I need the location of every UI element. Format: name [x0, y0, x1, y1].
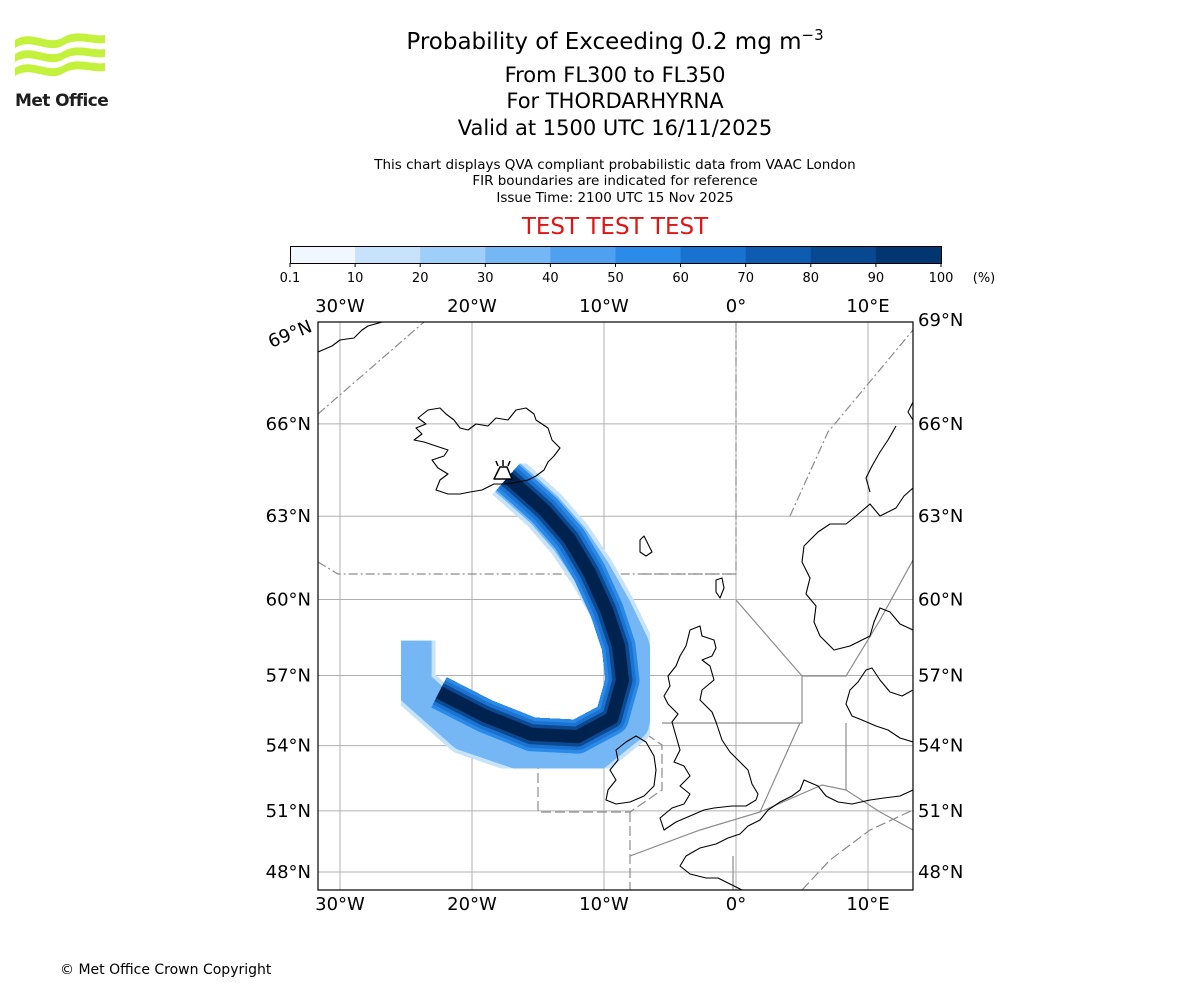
logo-wave-2	[15, 47, 105, 63]
coastline-ireland	[605, 735, 657, 805]
title-flight-levels: From FL300 to FL350	[504, 63, 726, 87]
lat-label-right: 57°N	[918, 665, 963, 686]
colorbar-cell	[745, 246, 812, 263]
colorbar-tick-labels: 0.1 10 20 30 40 50 60 70 80 90 100	[280, 263, 954, 286]
chart-title-text: Probability of Exceeding 0.2 mg m	[406, 29, 802, 55]
fir-boundaries	[318, 322, 913, 890]
coastline-britain	[659, 625, 759, 831]
lat-label-right: 48°N	[918, 862, 963, 883]
map-axis-labels: 30°W 30°W 20°W 20°W 10°W 10°W 0° 0° 10°E 10°E 69°N…	[266, 296, 964, 915]
colorbar-tick-label: 60	[672, 271, 689, 286]
ash-probability-band	[436, 472, 629, 744]
lon-label-top: 0°	[726, 296, 746, 317]
colorbar: 0.1 10 20 30 40 50 60 70 80 90 100 (%)	[280, 246, 996, 286]
subtitle-issue-time: Issue Time: 2100 UTC 15 Nov 2025	[496, 190, 734, 206]
coastline-iceland	[413, 407, 561, 495]
coastline-norway	[801, 487, 913, 651]
lat-label-right: 54°N	[918, 736, 963, 757]
lat-label-left: 60°N	[266, 589, 311, 610]
colorbar-unit-label: (%)	[973, 271, 996, 286]
lat-label-right: 63°N	[918, 506, 963, 527]
fir-boundary-benelux	[759, 723, 847, 813]
lon-label-bottom: 30°W	[315, 894, 365, 915]
fir-boundary-channel	[629, 722, 801, 857]
fir-boundary-east	[801, 809, 913, 890]
copyright-notice: © Met Office Crown Copyright	[60, 962, 272, 978]
logo-wave-3	[15, 61, 105, 77]
lon-label-top: 10°E	[846, 296, 889, 317]
colorbar-cell	[355, 246, 421, 263]
colorbar-cell	[810, 246, 877, 263]
colorbar-cell	[550, 246, 616, 263]
colorbar-tick-label: 20	[412, 271, 429, 286]
chart-title-superscript: −3	[801, 26, 824, 44]
lon-label-bottom: 10°E	[846, 894, 889, 915]
fir-boundary-scottish	[662, 599, 803, 724]
lon-label-bottom: 20°W	[447, 894, 497, 915]
lat-label-right: 51°N	[918, 801, 963, 822]
subtitle-fir-note: FIR boundaries are indicated for referen…	[472, 173, 758, 189]
lat-label-left: 63°N	[266, 506, 311, 527]
volcano-icon-cone	[493, 466, 513, 480]
fir-boundary-germany	[845, 789, 913, 831]
fir-boundary-greenland	[318, 322, 425, 415]
corner-lat-label: 69°N	[265, 316, 315, 352]
lat-label-left: 51°N	[266, 801, 311, 822]
lon-label-top: 30°W	[315, 296, 365, 317]
colorbar-tick-label: 30	[477, 271, 494, 286]
ash-plume	[389, 460, 662, 778]
lat-label-left: 48°N	[266, 862, 311, 883]
coastline-europe	[679, 779, 913, 890]
coastline-norway-north	[865, 401, 913, 493]
lat-label-left: 66°N	[266, 414, 311, 435]
fir-boundary-north-sea	[802, 559, 913, 677]
chart-title: Probability of Exceeding 0.2 mg m−3	[406, 26, 823, 55]
lon-label-bottom: 0°	[726, 894, 746, 915]
colorbar-cells	[290, 246, 942, 263]
colorbar-cell	[290, 246, 356, 263]
coastline-faroe-islands	[639, 535, 653, 557]
colorbar-cell	[485, 246, 551, 263]
lon-label-top: 10°W	[579, 296, 629, 317]
lon-label-top: 20°W	[447, 296, 497, 317]
title-valid-time: Valid at 1500 UTC 16/11/2025	[457, 116, 773, 140]
lat-label-right: 66°N	[918, 414, 963, 435]
colorbar-tick-label: 50	[607, 271, 624, 286]
gridlines	[318, 322, 913, 890]
lat-label-right: 69°N	[918, 310, 963, 331]
colorbar-cell	[875, 246, 942, 263]
colorbar-cell	[420, 246, 486, 263]
title-volcano: For THORDARHYRNA	[506, 89, 724, 113]
coastline-denmark-sweden	[845, 667, 913, 743]
met-office-logo-text: Met Office	[15, 91, 109, 111]
volcano-icon	[493, 460, 513, 480]
fir-boundary-iceland-south	[318, 322, 737, 575]
colorbar-cell	[680, 246, 747, 263]
lat-label-right: 60°N	[918, 589, 963, 610]
met-office-waves-logo	[15, 33, 105, 77]
fir-boundary-norway	[789, 329, 913, 517]
colorbar-tick-label: 90	[868, 271, 885, 286]
coastline-greenland	[318, 322, 383, 353]
colorbar-tick-label: 70	[737, 271, 754, 286]
lat-label-left: 54°N	[266, 736, 311, 757]
volcano-icon-smoke	[495, 460, 511, 467]
colorbar-tick-label: 80	[803, 271, 820, 286]
colorbar-tick-label: 100	[929, 271, 954, 286]
logo-wave-1	[15, 33, 105, 49]
test-banner: TEST TEST TEST	[521, 214, 709, 240]
colorbar-cell	[615, 246, 682, 263]
subtitle-description: This chart displays QVA compliant probab…	[374, 157, 856, 173]
lat-label-left: 57°N	[266, 665, 311, 686]
colorbar-tick-label: 10	[347, 271, 364, 286]
map-frame	[317, 321, 914, 891]
coastlines	[318, 322, 913, 890]
colorbar-tick-label: 40	[542, 271, 559, 286]
lon-label-bottom: 10°W	[579, 894, 629, 915]
colorbar-tick-label: 0.1	[280, 271, 301, 286]
coastline-shetland	[715, 577, 725, 599]
